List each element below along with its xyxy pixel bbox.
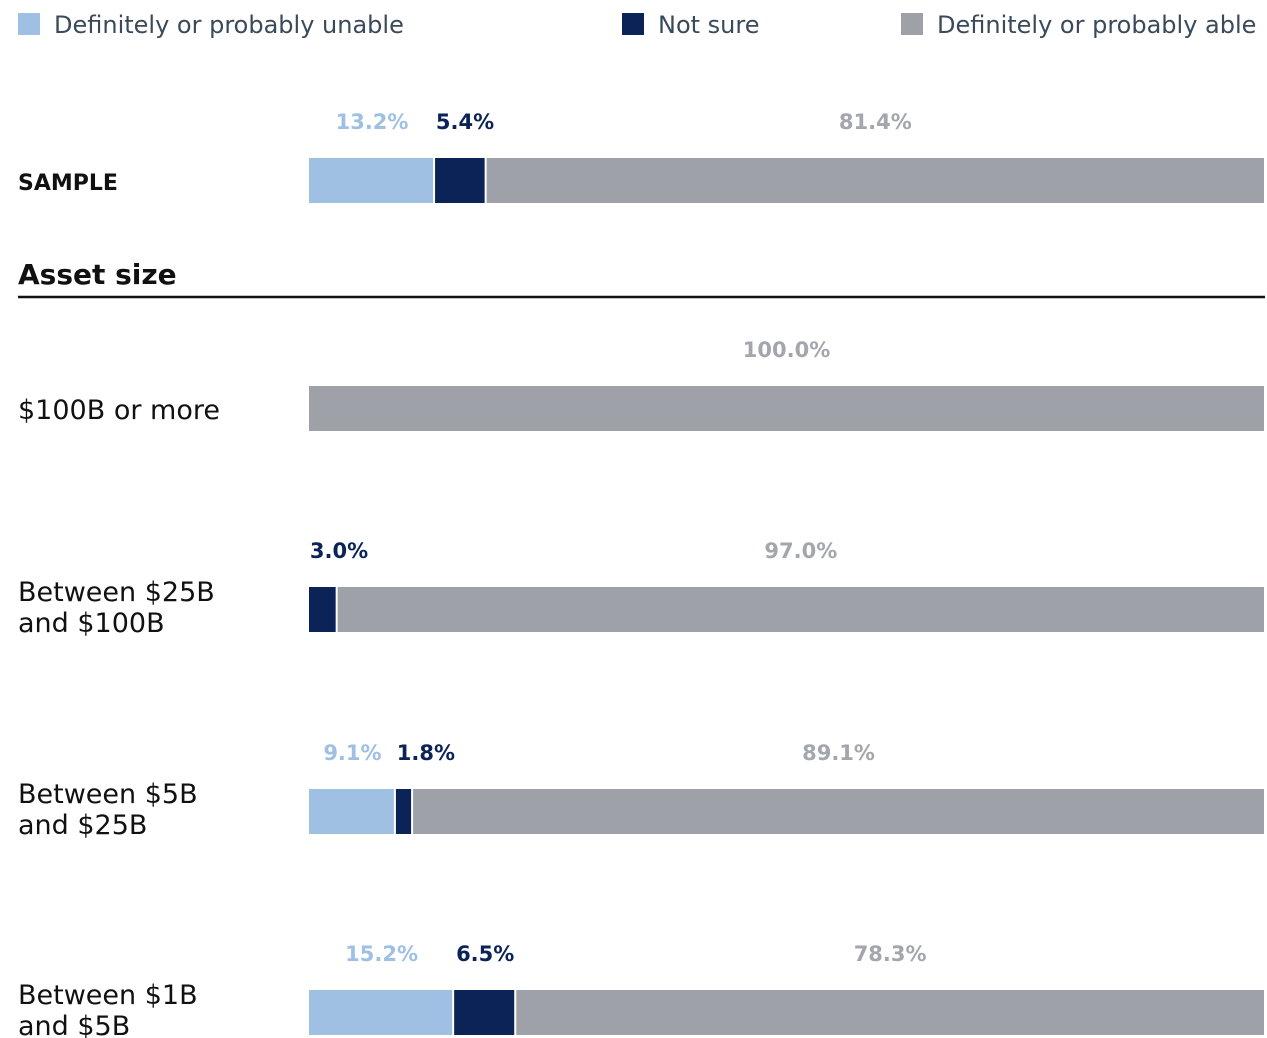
asset-row-1-bar-segment-2 <box>337 587 1264 632</box>
asset-row-2-value-label-1: 1.8% <box>397 741 455 765</box>
section-title: Asset size <box>18 258 177 291</box>
sample-value-label-1: 5.4% <box>436 110 494 134</box>
asset-row-2-bar-segment-1 <box>395 789 412 834</box>
legend-label-2: Definitely or probably able <box>937 11 1256 39</box>
asset-row-1-label: Between $25B <box>18 577 215 608</box>
sample-bar-segment-1 <box>435 158 485 203</box>
legend-label-1: Not sure <box>658 11 760 39</box>
asset-row-3-bar-segment-1 <box>454 990 515 1035</box>
asset-row-2-value-label-0: 9.1% <box>323 741 381 765</box>
asset-row-1-label: and $100B <box>18 608 165 639</box>
sample-label: SAMPLE <box>18 171 118 196</box>
sample-bar-segment-0 <box>309 158 434 203</box>
sample-value-label-0: 13.2% <box>336 110 409 134</box>
asset-row-2-bar-segment-0 <box>309 789 394 834</box>
sample-bar-segment-2 <box>486 158 1264 203</box>
asset-row-1-value-label-1: 3.0% <box>310 539 368 563</box>
sample-group: SAMPLE 13.2% 5.4% 81.4% <box>18 110 1264 203</box>
legend: Definitely or probably unable Not sure Def… <box>18 11 1256 39</box>
asset-row-3-value-label-2: 78.3% <box>854 942 927 966</box>
asset-row-3-label: and $5B <box>18 1011 130 1038</box>
asset-row-0-bar-segment-2 <box>309 386 1264 431</box>
asset-row-3-bar-segment-2 <box>516 990 1264 1035</box>
asset-row-1-value-label-2: 97.0% <box>764 539 837 563</box>
asset-row-3-value-label-1: 6.5% <box>456 942 514 966</box>
asset-row-2-value-label-2: 89.1% <box>802 741 875 765</box>
section-header: Asset size <box>18 258 1265 299</box>
asset-row-3-value-label-0: 15.2% <box>345 942 418 966</box>
legend-swatch-2 <box>901 13 923 35</box>
legend-label-0: Definitely or probably unable <box>54 11 404 39</box>
sample-value-label-2: 81.4% <box>839 110 912 134</box>
asset-row-2-bar-segment-2 <box>413 789 1265 834</box>
legend-swatch-0 <box>18 13 40 35</box>
legend-swatch-1 <box>622 13 644 35</box>
asset-row-0-label: $100B or more <box>18 395 220 426</box>
asset-row-3-label: Between $1B <box>18 980 198 1011</box>
asset-row-0: $100B or more 100.0% <box>18 338 1264 431</box>
asset-row-2-label: and $25B <box>18 810 147 841</box>
asset-row-3-bar-segment-0 <box>309 990 453 1035</box>
asset-row-0-value-label-2: 100.0% <box>743 338 830 362</box>
asset-row-2-label: Between $5B <box>18 779 198 810</box>
asset-row-1-bar-segment-1 <box>309 587 336 632</box>
